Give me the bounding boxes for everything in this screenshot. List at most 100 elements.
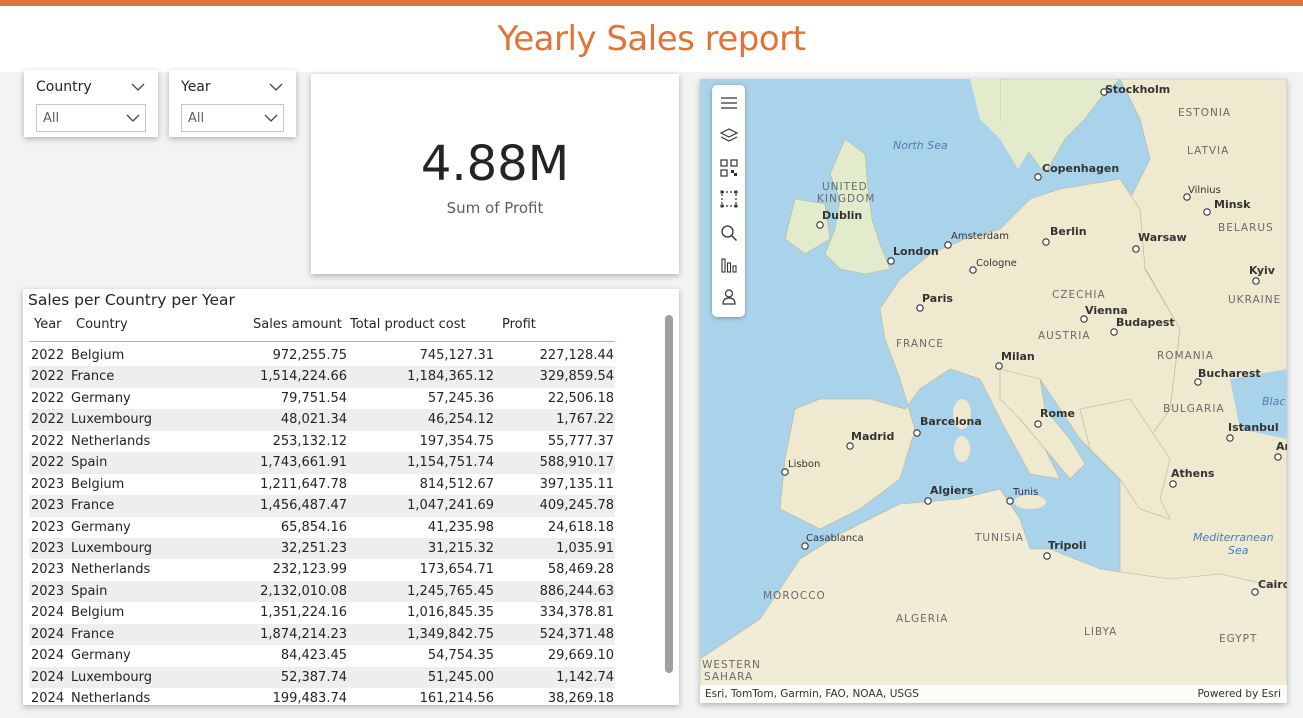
city-label-london: London bbox=[893, 245, 939, 258]
cell-cost: 173,654.71 bbox=[419, 562, 494, 578]
column-header-cost[interactable]: Total product cost bbox=[350, 317, 466, 332]
cell-sales: 1,351,224.16 bbox=[260, 605, 347, 621]
cell-cost: 814,512.67 bbox=[419, 476, 494, 492]
layers-icon[interactable] bbox=[718, 125, 739, 146]
cell-profit: 1,035.91 bbox=[556, 540, 614, 556]
cell-sales: 48,021.34 bbox=[280, 412, 347, 428]
map-visual[interactable]: Stockholm Copenhagen Dublin London Amste… bbox=[700, 79, 1287, 703]
cell-cost: 31,215.32 bbox=[427, 540, 494, 556]
cell-sales: 1,514,224.66 bbox=[260, 369, 347, 385]
person-icon[interactable] bbox=[718, 286, 739, 307]
cell-year: 2024 bbox=[31, 605, 65, 621]
country-label-bulgaria: BULGARIA bbox=[1163, 403, 1225, 415]
table-row[interactable]: 2023 Spain 2,132,010.08 1,245,765.45 886,244… bbox=[29, 580, 615, 603]
table-row[interactable]: 2023 Belgium 1,211,647.78 814,512.67 397,135… bbox=[29, 474, 615, 495]
table-row[interactable]: 2022 Germany 79,751.54 57,245.36 22,506.18 bbox=[29, 388, 615, 409]
cell-country: Luxembourg bbox=[71, 540, 153, 556]
cell-cost: 51,245.00 bbox=[427, 669, 494, 685]
chevron-down-icon bbox=[269, 83, 283, 91]
table-row[interactable]: 2024 France 1,874,214.23 1,349,842.75 524,37… bbox=[29, 623, 615, 646]
year-dropdown-value: All bbox=[188, 110, 205, 126]
cell-cost: 1,154,751.74 bbox=[407, 455, 494, 471]
cell-sales: 253,132.12 bbox=[272, 433, 347, 449]
cell-year: 2022 bbox=[31, 433, 65, 449]
country-label-western: WESTERN bbox=[702, 659, 761, 671]
table-row[interactable]: 2024 Germany 84,423.45 54,754.35 29,669.10 bbox=[29, 645, 615, 666]
country-dropdown[interactable]: All bbox=[36, 104, 146, 132]
cell-year: 2022 bbox=[31, 412, 65, 428]
column-header-profit[interactable]: Profit bbox=[502, 317, 536, 332]
city-label-cairo: Cairo bbox=[1258, 578, 1287, 591]
cell-profit: 24,618.18 bbox=[547, 519, 614, 535]
table-row[interactable]: 2022 Spain 1,743,661.91 1,154,751.74 588,910… bbox=[29, 452, 615, 474]
table-row[interactable]: 2024 Netherlands 199,483.74 161,214.56 38,26… bbox=[29, 688, 615, 705]
qr-code-icon[interactable] bbox=[718, 157, 739, 178]
country-slicer: Country All bbox=[24, 70, 158, 137]
cell-profit: 588,910.17 bbox=[539, 455, 614, 471]
table-body: 2022 Belgium 972,255.75 745,127.31 227,128.4… bbox=[29, 345, 615, 705]
table-row[interactable]: 2023 Germany 65,854.16 41,235.98 24,618.18 bbox=[29, 517, 615, 538]
cell-country: Belgium bbox=[71, 605, 125, 621]
cell-cost: 1,349,842.75 bbox=[407, 626, 494, 642]
city-label-an: An bbox=[1276, 440, 1287, 453]
column-header-country[interactable]: Country bbox=[76, 317, 128, 332]
country-slicer-header[interactable]: Country bbox=[36, 76, 146, 98]
table-row[interactable]: 2024 Belgium 1,351,224.16 1,016,845.35 334,3… bbox=[29, 602, 615, 623]
country-label-tunisia: TUNISIA bbox=[974, 532, 1024, 544]
city-label-dublin: Dublin bbox=[822, 209, 862, 222]
city-label-bucharest: Bucharest bbox=[1198, 367, 1261, 380]
map-labels: Stockholm Copenhagen Dublin London Amste… bbox=[702, 83, 1287, 683]
city-label-minsk: Minsk bbox=[1214, 198, 1251, 211]
country-label-austria: AUSTRIA bbox=[1038, 330, 1091, 342]
country-label-egypt: EGYPT bbox=[1219, 633, 1257, 645]
cell-country: Germany bbox=[71, 648, 131, 664]
year-slicer: Year All bbox=[169, 70, 296, 137]
cell-country: Netherlands bbox=[71, 691, 151, 705]
year-dropdown[interactable]: All bbox=[181, 104, 284, 132]
country-label-morocco: MOROCCO bbox=[763, 590, 826, 602]
cell-country: Netherlands bbox=[71, 562, 151, 578]
menu-icon[interactable] bbox=[718, 92, 739, 113]
cell-year: 2022 bbox=[31, 390, 65, 406]
table-row[interactable]: 2023 Luxembourg 32,251.23 31,215.32 1,035.91 bbox=[29, 537, 615, 560]
kpi-value: 4.88M bbox=[420, 136, 570, 192]
map-attribution[interactable]: Esri, TomTom, Garmin, FAO, NOAA, USGS bbox=[705, 688, 919, 700]
cell-profit: 524,371.48 bbox=[539, 626, 614, 642]
map-canvas[interactable]: Stockholm Copenhagen Dublin London Amste… bbox=[700, 79, 1287, 703]
city-label-cologne: Cologne bbox=[976, 258, 1017, 269]
cell-sales: 1,456,487.47 bbox=[260, 498, 347, 514]
cell-cost: 1,047,241.69 bbox=[407, 498, 494, 514]
table-row[interactable]: 2024 Luxembourg 52,387.74 51,245.00 1,142.74 bbox=[29, 666, 615, 688]
table-row[interactable]: 2023 Netherlands 232,123.99 173,654.71 58,46… bbox=[29, 559, 615, 580]
table-scrollbar[interactable] bbox=[665, 315, 673, 673]
column-header-year[interactable]: Year bbox=[34, 317, 62, 332]
table-row[interactable]: 2022 Luxembourg 48,021.34 46,254.12 1,767.22 bbox=[29, 409, 615, 431]
select-rectangle-icon[interactable] bbox=[718, 188, 739, 209]
cell-cost: 745,127.31 bbox=[419, 348, 494, 363]
sales-table-card: Sales per Country per Year Year Country … bbox=[23, 289, 679, 705]
table-row[interactable]: 2023 France 1,456,487.47 1,047,241.69 409,24… bbox=[29, 495, 615, 517]
year-slicer-header[interactable]: Year bbox=[181, 76, 284, 98]
city-label-rome: Rome bbox=[1040, 407, 1075, 420]
cell-cost: 197,354.75 bbox=[419, 433, 494, 449]
page-title: Yearly Sales report bbox=[497, 19, 806, 59]
bar-chart-icon[interactable] bbox=[718, 254, 739, 275]
table-row[interactable]: 2022 Belgium 972,255.75 745,127.31 227,128.4… bbox=[29, 345, 615, 366]
column-header-sales[interactable]: Sales amount bbox=[253, 317, 342, 332]
profit-kpi-card[interactable]: 4.88M Sum of Profit bbox=[311, 74, 679, 274]
country-label-united: UNITED bbox=[822, 181, 868, 193]
map-powered-by[interactable]: Powered by Esri bbox=[1197, 688, 1281, 700]
cell-year: 2023 bbox=[31, 540, 65, 556]
cell-country: Germany bbox=[71, 390, 131, 406]
table-row[interactable]: 2022 France 1,514,224.66 1,184,365.12 329,85… bbox=[29, 366, 615, 388]
cell-country: Luxembourg bbox=[71, 669, 153, 685]
city-label-vilnius: Vilnius bbox=[1188, 185, 1221, 196]
city-markers bbox=[781, 88, 1282, 596]
table-row[interactable]: 2022 Netherlands 253,132.12 197,354.75 55,77… bbox=[29, 431, 615, 452]
cell-cost: 1,184,365.12 bbox=[407, 369, 494, 385]
country-label-czechia: CZECHIA bbox=[1052, 289, 1106, 301]
search-icon[interactable] bbox=[718, 222, 739, 243]
cell-cost: 161,214.56 bbox=[419, 691, 494, 705]
cell-sales: 199,483.74 bbox=[272, 691, 347, 705]
country-label-romania: ROMANIA bbox=[1157, 350, 1214, 362]
